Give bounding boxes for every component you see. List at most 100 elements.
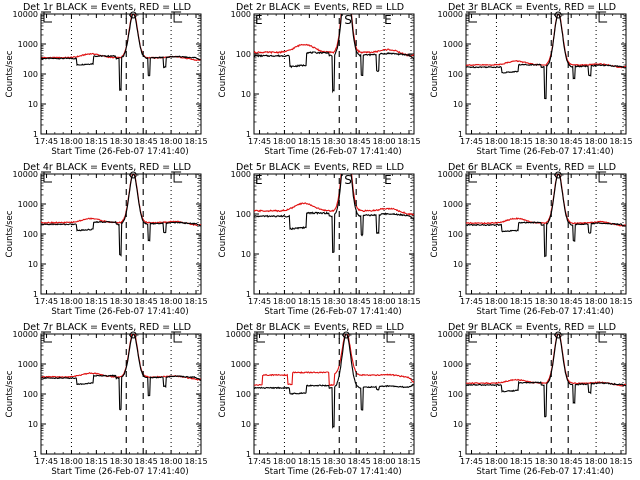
chart-title: Det 1r BLACK = Events, RED = LLD (23, 2, 191, 13)
x-tick-label: 18:15 (298, 457, 321, 466)
x-tick-label: 18:15 (184, 457, 207, 466)
chart-title: Det 8r BLACK = Events, RED = LLD (236, 322, 404, 333)
y-tick-label: 1000 (231, 10, 251, 19)
y-tick-label: 10000 (438, 10, 463, 19)
x-tick-label: 18:15 (397, 137, 420, 146)
right-bracket-marker (596, 11, 608, 23)
x-tick-label: 18:30 (535, 457, 558, 466)
panel-det-8: Det 8r BLACK = Events, RED = LLD 1 10 100 10… (218, 322, 421, 477)
series-line-lld (41, 174, 201, 227)
y-tick-label: 1 (458, 290, 463, 299)
x-tick-label: 18:15 (85, 297, 108, 306)
x-tick-label: 18:45 (560, 137, 583, 146)
series-line-lld (466, 334, 626, 387)
left-bracket-marker (466, 331, 477, 343)
left-bracket-marker (41, 11, 52, 23)
chart-title: Det 7r BLACK = Events, RED = LLD (23, 322, 191, 333)
y-tick-label: 1 (33, 450, 38, 459)
x-axis-label: Start Time (26-Feb-07 17:41:40) (476, 147, 613, 157)
x-tick-label: 18:45 (135, 297, 158, 306)
chart-title: Det 5r BLACK = Events, RED = LLD (236, 162, 404, 173)
series-line-events (41, 174, 201, 257)
center-s-marker: S (344, 13, 352, 27)
x-tick-label: 18:00 (60, 137, 83, 146)
y-tick-label: 100 (23, 70, 38, 79)
panel-det-1: Det 1r BLACK = Events, RED = LLD 1 10 100 10… (5, 2, 208, 157)
left-bracket-marker (466, 171, 477, 183)
x-tick-label: 18:15 (510, 297, 533, 306)
y-tick-label: 100 (448, 70, 463, 79)
y-tick-label: 1000 (18, 40, 38, 49)
x-tick-label: 18:15 (184, 137, 207, 146)
y-axis-label: Counts/sec (218, 370, 228, 417)
x-tick-label: 17:45 (460, 297, 483, 306)
x-tick-label: 18:15 (609, 297, 632, 306)
right-bracket-marker (171, 331, 183, 343)
y-tick-label: 1 (33, 130, 38, 139)
plot-frame (253, 333, 415, 455)
series-line-lld (41, 334, 201, 381)
x-tick-label: 18:00 (585, 137, 608, 146)
y-tick-label: 10 (28, 420, 38, 429)
y-tick-label: 10 (28, 260, 38, 269)
x-tick-label: 18:00 (373, 137, 396, 146)
chart-title: Det 4r BLACK = Events, RED = LLD (23, 162, 191, 173)
series-line-events (254, 174, 414, 254)
y-tick-label: 1000 (231, 170, 251, 179)
x-tick-label: 18:00 (160, 297, 183, 306)
x-tick-label: 18:15 (85, 457, 108, 466)
center-s-marker: S (344, 173, 352, 187)
y-tick-label: 1000 (18, 200, 38, 209)
panel-det-7: Det 7r BLACK = Events, RED = LLD 1 10 100 10… (5, 322, 208, 477)
y-tick-label: 1000 (443, 40, 463, 49)
y-tick-label: 10000 (226, 330, 251, 339)
left-bracket-marker (41, 171, 52, 183)
x-axis-label: Start Time (26-Feb-07 17:41:40) (476, 467, 613, 477)
x-tick-label: 17:45 (248, 137, 271, 146)
chart-title: Det 6r BLACK = Events, RED = LLD (448, 162, 616, 173)
x-axis-label: Start Time (26-Feb-07 17:41:40) (264, 147, 401, 157)
x-tick-label: 18:45 (560, 297, 583, 306)
x-tick-label: 18:15 (609, 457, 632, 466)
y-axis-label: Counts/sec (5, 370, 15, 417)
y-tick-label: 100 (448, 390, 463, 399)
x-tick-label: 18:00 (160, 457, 183, 466)
x-tick-label: 18:30 (110, 137, 133, 146)
x-tick-label: 18:00 (273, 137, 296, 146)
y-axis-label: Counts/sec (430, 210, 440, 257)
y-axis-label: Counts/sec (218, 210, 228, 257)
y-axis-label: Counts/sec (430, 50, 440, 97)
panel-det-5: Det 5r BLACK = Events, RED = LLD 1 10 100 10… (218, 162, 421, 317)
panel-det-9: Det 9r BLACK = Events, RED = LLD 1 10 100 10… (430, 322, 633, 477)
center-o-marker (129, 171, 137, 179)
x-tick-label: 18:00 (485, 297, 508, 306)
x-tick-label: 18:15 (85, 137, 108, 146)
y-tick-label: 10000 (13, 170, 38, 179)
panel-det-2: Det 2r BLACK = Events, RED = LLD 1 10 100 10… (218, 2, 421, 157)
x-tick-label: 18:00 (585, 457, 608, 466)
right-bracket-marker (171, 11, 183, 23)
y-tick-label: 100 (23, 230, 38, 239)
x-axis-label: Start Time (26-Feb-07 17:41:40) (476, 307, 613, 317)
x-tick-label: 17:45 (35, 137, 58, 146)
y-tick-label: 100 (236, 50, 251, 59)
x-axis-label: Start Time (26-Feb-07 17:41:40) (51, 147, 188, 157)
x-tick-label: 18:30 (110, 297, 133, 306)
x-tick-label: 18:00 (60, 297, 83, 306)
x-tick-label: 18:15 (184, 297, 207, 306)
series-line-events (254, 334, 414, 429)
left-bracket-marker (41, 331, 52, 343)
y-tick-label: 10 (241, 420, 251, 429)
right-e-marker: E (384, 173, 392, 187)
y-tick-label: 10 (241, 90, 251, 99)
x-tick-label: 17:45 (460, 137, 483, 146)
y-tick-label: 100 (23, 390, 38, 399)
panel-det-3: Det 3r BLACK = Events, RED = LLD 1 10 100 10… (430, 2, 633, 157)
y-tick-label: 1 (246, 290, 251, 299)
x-tick-label: 18:00 (373, 297, 396, 306)
left-bracket-marker (466, 11, 477, 23)
y-tick-label: 10000 (438, 170, 463, 179)
series-line-lld (466, 14, 626, 69)
x-tick-label: 18:30 (535, 137, 558, 146)
